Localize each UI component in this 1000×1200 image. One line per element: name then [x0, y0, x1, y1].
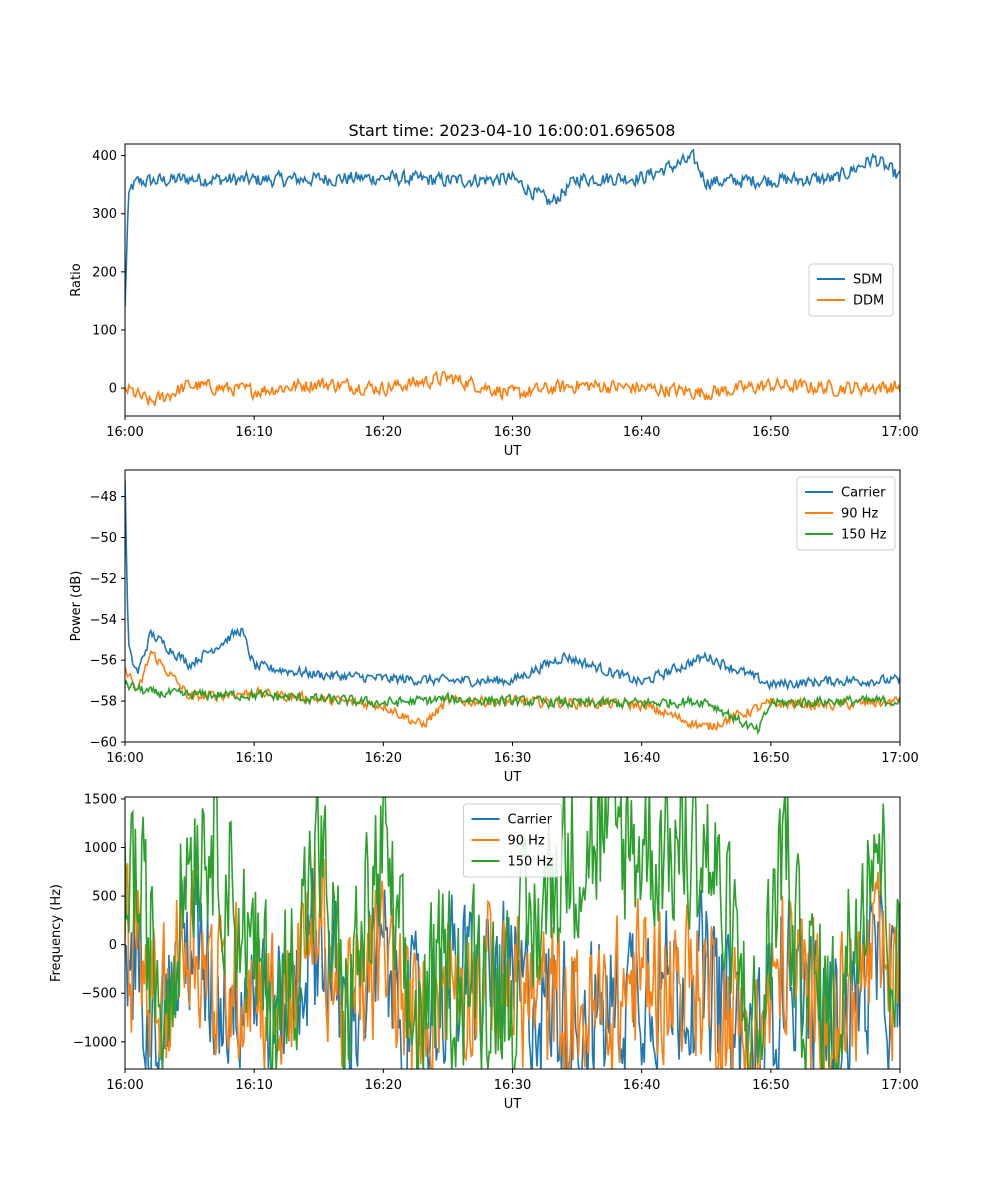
x-tick-label: 16:00	[106, 425, 143, 440]
y-axis-label: Power (dB)	[69, 571, 84, 642]
x-tick-label: 16:50	[752, 425, 789, 440]
figure-title: Start time: 2023-04-10 16:00:01.696508	[349, 121, 676, 140]
legend-label-150-hz: 150 Hz	[841, 528, 887, 543]
y-tick-label: 200	[92, 265, 117, 280]
y-tick-label: 1500	[84, 792, 117, 807]
y-tick-label: −500	[81, 987, 117, 1002]
x-tick-label: 17:00	[881, 751, 918, 766]
x-tick-label: 16:40	[623, 1078, 660, 1093]
x-tick-label: 16:30	[494, 425, 531, 440]
legend-label-sdm: SDM	[853, 273, 882, 288]
chart-panel-2: 16:00 16:10 16:20 16:30 16:40 16:50 17:00 −60 −5…	[69, 469, 919, 785]
y-tick-label: −52	[90, 572, 117, 587]
x-tick-label: 16:50	[752, 1078, 789, 1093]
y-axis-label: Ratio	[69, 263, 84, 296]
legend: SDM DDM	[808, 263, 894, 317]
legend-box	[808, 263, 894, 317]
legend-label-90-hz: 90 Hz	[841, 507, 878, 522]
legend-label-90-hz: 90 Hz	[508, 834, 545, 849]
y-tick-label: 0	[109, 938, 117, 953]
x-tick-label: 16:40	[623, 425, 660, 440]
legend-label-carrier: Carrier	[841, 486, 886, 501]
y-tick-label: −50	[90, 531, 117, 546]
legend-label-carrier: Carrier	[508, 813, 553, 828]
x-tick-label: 16:30	[494, 751, 531, 766]
x-tick-label: 16:20	[365, 751, 402, 766]
x-tick-label: 16:30	[494, 1078, 531, 1093]
legend-box	[463, 803, 562, 878]
x-tick-label: 16:50	[752, 751, 789, 766]
y-axis-label: Frequency (Hz)	[49, 884, 64, 982]
legend: Carrier 90 Hz 150 Hz	[796, 476, 896, 551]
y-tick-label: −54	[90, 613, 117, 628]
legend-box	[796, 476, 896, 551]
y-tick-label: −56	[90, 654, 117, 669]
x-axis-label: UT	[504, 444, 522, 459]
y-tick-label: 300	[92, 207, 117, 222]
x-tick-label: 16:20	[365, 425, 402, 440]
y-tick-label: 100	[92, 323, 117, 338]
y-tick-label: −60	[90, 736, 117, 751]
x-tick-label: 16:20	[365, 1078, 402, 1093]
x-axis-label: UT	[504, 770, 522, 785]
x-tick-label: 17:00	[881, 1078, 918, 1093]
y-tick-label: 0	[109, 382, 117, 397]
y-tick-label: −48	[90, 490, 117, 505]
x-axis-label: UT	[504, 1097, 522, 1112]
y-tick-label: −58	[90, 695, 117, 710]
series-line-150-hz	[125, 797, 900, 1069]
y-tick-label: 500	[92, 890, 117, 905]
x-tick-label: 16:10	[235, 1078, 272, 1093]
series-line-carrier	[125, 480, 900, 692]
x-tick-label: 16:10	[235, 425, 272, 440]
x-tick-label: 16:00	[106, 751, 143, 766]
x-tick-label: 16:10	[235, 751, 272, 766]
y-tick-label: −1000	[73, 1035, 117, 1050]
chart-panel-3: 16:00 16:10 16:20 16:30 16:40 16:50 17:00 −1000…	[49, 792, 919, 1112]
y-tick-label: 1000	[84, 841, 117, 856]
x-tick-label: 16:40	[623, 751, 660, 766]
legend-label-150-hz: 150 Hz	[508, 855, 554, 870]
chart-panel-1: 16:00 16:10 16:20 16:30 16:40 16:50 17:00 0 100 2…	[69, 143, 919, 459]
y-tick-label: 400	[92, 149, 117, 164]
legend-label-ddm: DDM	[853, 294, 884, 309]
x-tick-label: 17:00	[881, 425, 918, 440]
series-line-ddm	[125, 370, 900, 406]
x-tick-label: 16:00	[106, 1078, 143, 1093]
legend: Carrier 90 Hz 150 Hz	[463, 803, 562, 878]
series-line-sdm	[125, 148, 900, 307]
series-line-150-hz	[125, 679, 900, 736]
panels: 16:00 16:10 16:20 16:30 16:40 16:50 17:00 0 100 2…	[49, 143, 919, 1112]
